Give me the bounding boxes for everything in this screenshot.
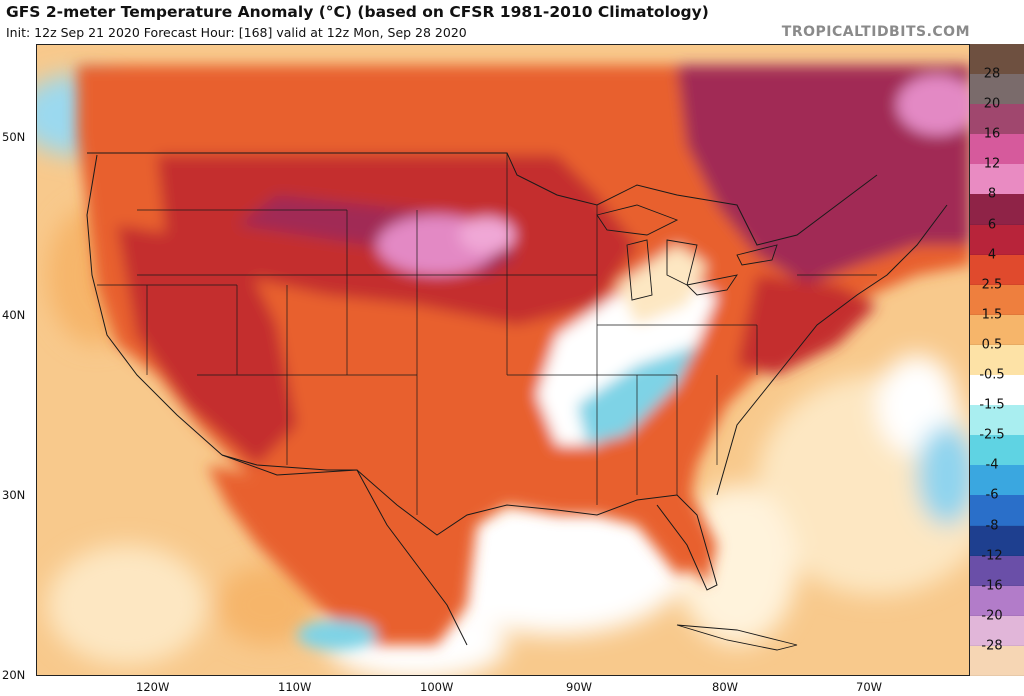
lon-label-70w: 70W — [856, 680, 883, 694]
colorbar-swatch — [970, 405, 1024, 436]
lon-label-90w: 90W — [566, 680, 593, 694]
lat-label-40n: 40N — [2, 308, 26, 322]
colorbar-label: -1.5 — [979, 397, 1005, 413]
ocean-anomaly-patches — [37, 75, 969, 675]
colorbar-swatch — [970, 284, 1024, 316]
map-canvas — [37, 45, 969, 675]
colorbar-label: -8 — [985, 518, 999, 534]
colorbar-label: -12 — [981, 548, 1003, 564]
gulf-coastline — [221, 454, 718, 591]
colorbar-swatch — [970, 224, 1024, 256]
anomaly-map — [36, 44, 970, 676]
colorbar-label: 1.5 — [981, 307, 1003, 323]
colorbar-swatch — [970, 254, 1024, 286]
colorbar-swatch — [970, 344, 1024, 376]
colorbar-label: -4 — [985, 457, 999, 473]
mexico-border — [221, 454, 468, 646]
lon-label-110w: 110W — [278, 680, 312, 694]
colorbar-label: 16 — [983, 126, 1001, 142]
colorbar-swatch — [970, 645, 1024, 677]
colorbar-label: 2.5 — [981, 277, 1003, 293]
colorbar-swatch — [970, 194, 1024, 226]
colorbar-label: -28 — [981, 638, 1003, 654]
lon-label-120w: 120W — [136, 680, 170, 694]
canada-us-border — [87, 152, 878, 246]
forecast-info: Init: 12z Sep 21 2020 Forecast Hour: [16… — [6, 25, 467, 40]
colorbar-legend: 28 20 16 12 8 6 4 2.5 1.5 0.5 -0.5 -1.5 -2.5 -4 -6 -8 -1… — [970, 44, 1024, 677]
site-brand[interactable]: TROPICALTIDBITS.COM — [781, 24, 970, 40]
great-lakes — [596, 204, 778, 301]
colorbar-swatch — [970, 104, 1024, 135]
lon-label-80w: 80W — [712, 680, 739, 694]
map-title: GFS 2-meter Temperature Anomaly (°C) (ba… — [6, 3, 709, 21]
state-lines — [97, 153, 877, 515]
lat-label-20n: 20N — [2, 668, 26, 682]
colorbar-label: 12 — [983, 156, 1001, 172]
lat-label-50n: 50N — [2, 130, 26, 144]
colorbar-swatch — [970, 615, 1024, 647]
colorbar-label: -6 — [985, 487, 999, 503]
colorbar-label: 28 — [983, 66, 1001, 82]
colorbar-label: 4 — [987, 247, 997, 263]
colorbar-label: -0.5 — [979, 367, 1005, 383]
colorbar-label: 0.5 — [981, 337, 1003, 353]
political-borders — [86, 152, 948, 651]
pacific-coastline — [86, 154, 223, 456]
cuba-outline — [676, 624, 798, 651]
colorbar-label: 8 — [987, 186, 997, 202]
colorbar-label: -16 — [981, 578, 1003, 594]
lat-label-30n: 30N — [2, 488, 26, 502]
colorbar-label: 6 — [987, 217, 997, 233]
colorbar-label: -2.5 — [979, 427, 1005, 443]
atlantic-coastline — [716, 204, 948, 496]
colorbar-label: -20 — [981, 608, 1003, 624]
colorbar-swatch — [970, 164, 1024, 195]
lon-label-100w: 100W — [420, 680, 454, 694]
colorbar-label: 20 — [983, 96, 1001, 112]
